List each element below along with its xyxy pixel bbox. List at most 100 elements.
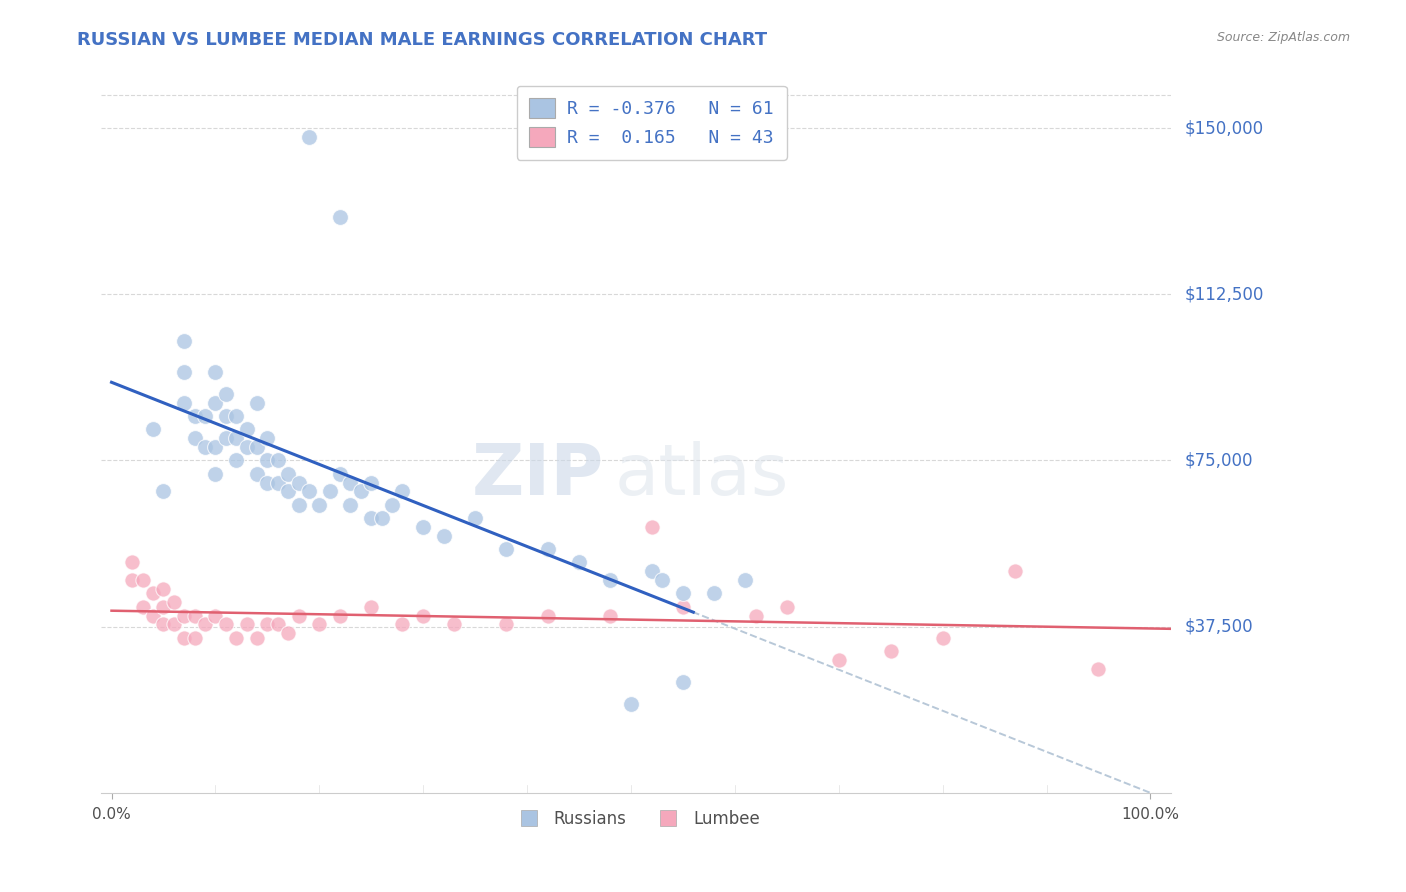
Point [194,440,217,454]
Point [277,467,299,481]
Point [433,529,456,543]
Point [1004,564,1026,578]
Point [235,422,257,436]
Point [308,498,330,512]
Point [339,475,361,490]
Point [246,440,269,454]
Point [215,387,238,401]
Point [620,697,643,711]
Point [776,599,799,614]
Point [308,617,330,632]
Point [495,542,517,557]
Point [256,431,278,445]
Point [287,498,309,512]
Point [703,586,725,600]
Point [287,475,309,490]
Point [173,396,195,410]
Point [599,608,621,623]
Point [235,617,257,632]
Point [163,595,186,609]
Point [391,617,413,632]
Point [173,365,195,379]
Point [183,409,205,424]
Point [412,608,434,623]
Point [329,467,352,481]
Point [318,484,340,499]
Point [744,608,766,623]
Point [183,431,205,445]
Point [267,617,290,632]
Point [641,520,664,534]
Point [568,555,591,569]
Text: ZIP: ZIP [472,442,605,510]
Point [246,396,269,410]
Point [360,511,382,525]
Point [215,617,238,632]
Text: Source: ZipAtlas.com: Source: ZipAtlas.com [1216,31,1350,45]
Text: $75,000: $75,000 [1185,451,1254,469]
Point [931,631,953,645]
Point [329,608,352,623]
Point [204,440,226,454]
Point [651,573,673,587]
Point [391,484,413,499]
Point [131,599,153,614]
Point [204,365,226,379]
Point [412,520,434,534]
Point [641,564,664,578]
Point [672,599,695,614]
Point [225,431,247,445]
Point [879,644,901,658]
Point [215,431,238,445]
Point [329,210,352,224]
Point [246,631,269,645]
Point [152,617,174,632]
Point [204,467,226,481]
Point [183,631,205,645]
Point [360,599,382,614]
Point [298,130,321,145]
Point [225,453,247,467]
Point [142,422,165,436]
Point [443,617,465,632]
Point [163,617,186,632]
Point [1087,662,1109,676]
Point [537,542,560,557]
Text: $112,500: $112,500 [1185,285,1264,303]
Point [194,617,217,632]
Point [287,608,309,623]
Point [235,440,257,454]
Point [246,467,269,481]
Point [828,653,851,667]
Point [225,631,247,645]
Point [464,511,486,525]
Point [267,453,290,467]
Point [142,586,165,600]
Point [734,573,756,587]
Point [537,608,560,623]
Point [152,582,174,596]
Point [152,599,174,614]
Point [672,675,695,690]
Point [225,409,247,424]
Point [173,608,195,623]
Point [204,396,226,410]
Point [298,484,321,499]
Point [183,608,205,623]
Text: $150,000: $150,000 [1185,120,1264,137]
Point [672,586,695,600]
Point [256,453,278,467]
Point [277,626,299,640]
Point [121,573,143,587]
Point [277,484,299,499]
Point [204,608,226,623]
Point [256,617,278,632]
Point [350,484,373,499]
Point [599,573,621,587]
Point [339,498,361,512]
Point [173,334,195,348]
Point [267,475,290,490]
Point [131,573,153,587]
Point [194,409,217,424]
Point [360,475,382,490]
